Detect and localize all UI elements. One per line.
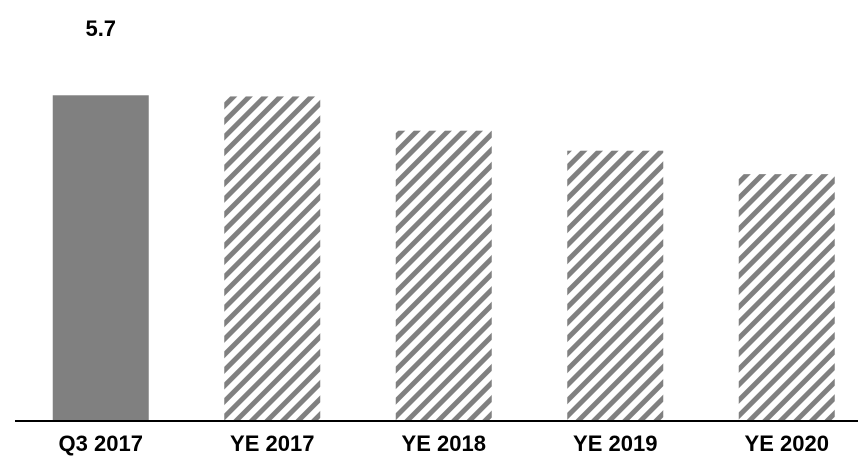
x-tick-label-ye-2019: YE 2019 xyxy=(573,431,657,456)
bar-ye-2019 xyxy=(567,151,663,421)
bar-ye-2020 xyxy=(739,174,835,421)
x-tick-labels-group: Q3 2017 YE 2017 YE 2018 YE 2019 YE 2020 xyxy=(59,431,829,456)
bar-q3-2017 xyxy=(53,95,149,421)
data-labels-group: 5.7 xyxy=(85,16,116,41)
bar-ye-2018 xyxy=(396,131,492,421)
x-tick-label-q3-2017: Q3 2017 xyxy=(59,431,143,456)
bar-ye-2017 xyxy=(224,96,320,421)
data-label-q3-2017: 5.7 xyxy=(85,16,116,41)
x-tick-label-ye-2020: YE 2020 xyxy=(745,431,829,456)
x-tick-label-ye-2017: YE 2017 xyxy=(230,431,314,456)
x-tick-label-ye-2018: YE 2018 xyxy=(402,431,486,456)
bars-group xyxy=(53,95,835,421)
